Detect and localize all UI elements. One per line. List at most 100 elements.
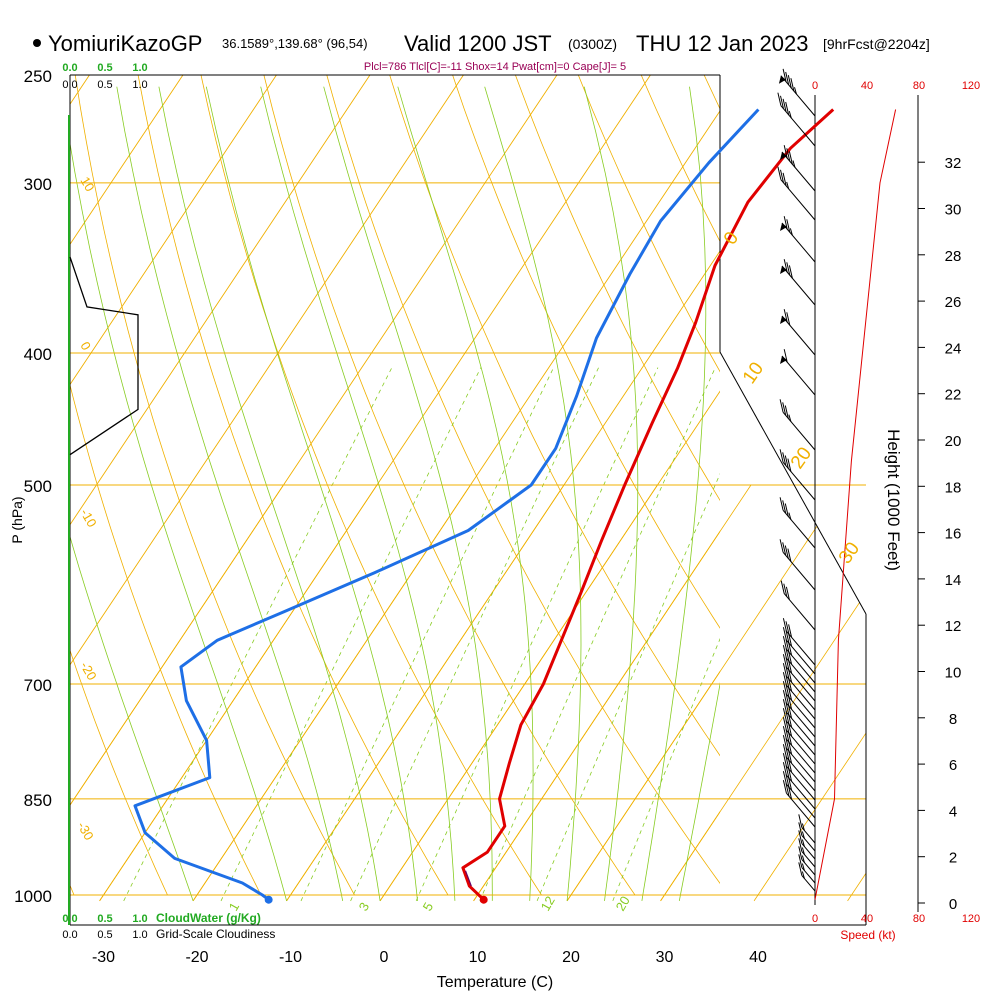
barb-staff xyxy=(781,355,816,396)
barb-flag xyxy=(785,71,790,86)
barb-flag xyxy=(786,219,791,233)
barb-flag xyxy=(780,580,785,594)
barb-flag xyxy=(788,786,793,800)
temperature-line xyxy=(461,108,835,901)
barb-flag xyxy=(783,349,788,363)
barb-flag xyxy=(782,500,787,514)
model-name: YomiuriKazoGP xyxy=(48,31,202,56)
wind-barb xyxy=(779,539,816,591)
barb-half-flag xyxy=(801,871,805,879)
barb-flag xyxy=(788,768,793,782)
wind-barb xyxy=(782,780,816,828)
barb-flag xyxy=(785,657,790,671)
wind-barb xyxy=(779,497,816,549)
height-tick-label: 24 xyxy=(945,340,962,357)
isotherm-line xyxy=(473,530,720,902)
wind-barb xyxy=(780,309,816,356)
barb-half-flag xyxy=(801,823,805,831)
barb-flag xyxy=(788,696,793,710)
barb-flag xyxy=(783,216,788,230)
wind-barbs xyxy=(777,68,897,900)
barb-flag xyxy=(788,633,793,647)
barb-flag xyxy=(782,636,787,650)
wind-barb xyxy=(780,145,816,192)
barb-flag xyxy=(782,542,787,556)
barb-flag xyxy=(779,399,784,413)
barb-flag xyxy=(798,838,803,852)
barb-flag xyxy=(782,735,787,749)
barb-staff xyxy=(786,774,816,810)
moist-adiabat-line xyxy=(484,86,582,901)
barb-flag xyxy=(779,449,784,463)
wind-barb xyxy=(782,699,816,747)
wind-barb xyxy=(782,672,816,720)
barb-staff xyxy=(780,105,816,147)
x-axis-title: Temperature (C) xyxy=(437,974,553,991)
height-tick-label: 16 xyxy=(945,526,962,543)
barb-flag xyxy=(785,101,790,116)
barb-flag xyxy=(788,678,793,692)
mixing-ratio-label: 20 xyxy=(613,893,633,913)
barb-flag xyxy=(788,750,793,764)
temperature-tick-label: 20 xyxy=(562,949,580,966)
barb-flag xyxy=(782,645,787,659)
moist-adiabat-line xyxy=(70,141,287,902)
wind-barb xyxy=(782,753,816,801)
pressure-tick-label: 850 xyxy=(24,791,52,810)
barb-half-flag xyxy=(792,160,796,168)
barb-half-flag xyxy=(801,831,805,839)
height-tick-label: 28 xyxy=(945,248,962,265)
temperature-tick-label: 40 xyxy=(749,949,767,966)
height-tick-label: 14 xyxy=(945,572,962,589)
wind-barb xyxy=(798,846,816,876)
barb-flag xyxy=(788,265,793,279)
moist-adiabat-label: 30 xyxy=(835,539,864,568)
barb-flag xyxy=(785,621,790,635)
barb-staff xyxy=(781,222,816,263)
dewpoint-line xyxy=(133,108,760,901)
isotherm-line xyxy=(70,75,184,246)
pressure-tick-label: 1000 xyxy=(14,887,52,906)
moist-adiabat-line xyxy=(260,86,456,901)
isotherm-label: -20 xyxy=(77,659,99,683)
barb-flag xyxy=(783,145,788,159)
mixing-ratio-label: 3 xyxy=(356,900,373,914)
wind-barb xyxy=(798,838,816,868)
cloudiness-tick-bottom: 0.0 xyxy=(62,929,77,941)
height-tick-label: 32 xyxy=(945,155,962,172)
isotherm-label: 0 xyxy=(77,339,94,353)
wind-barb xyxy=(782,618,816,666)
barb-flag xyxy=(782,762,787,776)
moist-adiabat-line xyxy=(397,86,534,901)
barb-flag xyxy=(785,783,790,797)
barb-flag xyxy=(788,705,793,719)
barb-half-flag xyxy=(801,847,805,855)
cloud-water-tick-bottom: 0.0 xyxy=(62,913,77,925)
barb-flag xyxy=(785,738,790,752)
barb-pennant xyxy=(780,316,787,324)
barb-half-flag xyxy=(786,181,790,190)
moist-adiabat-line xyxy=(678,682,720,901)
barb-flag xyxy=(782,627,787,641)
cloudiness-legend: Grid-Scale Cloudiness xyxy=(156,927,275,941)
wind-barb xyxy=(782,744,816,792)
barb-flag xyxy=(788,660,793,674)
coordinates: 36.1589°,139.68° (96,54) xyxy=(222,36,368,51)
isotherm-line xyxy=(379,390,720,902)
barb-flag xyxy=(788,777,793,791)
barb-flag xyxy=(782,717,787,731)
barb-flag xyxy=(788,624,793,638)
barb-flag xyxy=(785,765,790,779)
mixing-ratio-line xyxy=(123,367,393,902)
wind-barb xyxy=(782,690,816,738)
temperature-tick-label: -30 xyxy=(92,949,115,966)
barb-flag xyxy=(787,548,792,562)
isotherm-line xyxy=(99,75,651,902)
pressure-tick-label: 500 xyxy=(24,477,52,496)
barb-flag xyxy=(782,654,787,668)
barb-flag xyxy=(787,74,792,89)
speed-tick-label-top: 120 xyxy=(962,80,980,92)
moist-adiabat-line xyxy=(323,86,493,901)
wind-barb xyxy=(782,762,816,810)
dry-adiabat-line xyxy=(452,75,720,629)
